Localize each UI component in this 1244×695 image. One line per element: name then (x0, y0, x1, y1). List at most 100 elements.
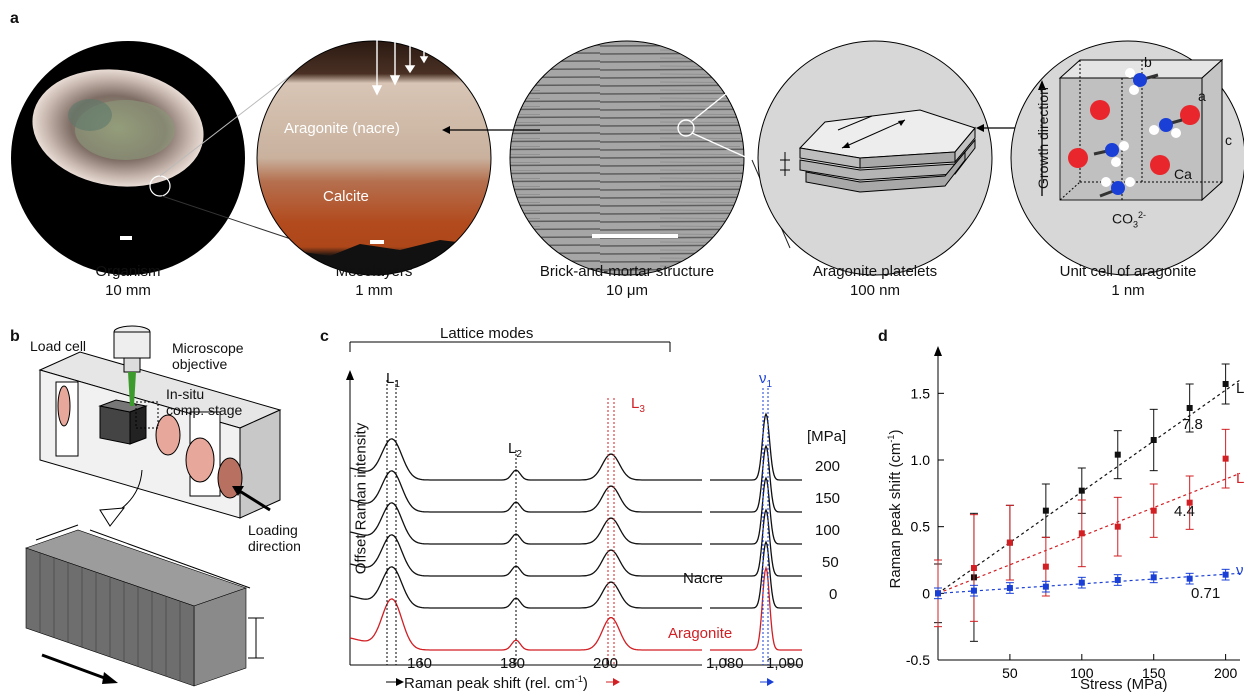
data-point-s0 (1222, 381, 1229, 387)
caption-brick-mortar: Brick-and-mortar structure 10 μm (539, 263, 715, 299)
spectrum-nacre-0 (349, 438, 702, 481)
unit-label-c: c (1225, 132, 1232, 148)
unit-label-co3: CO32- (1112, 210, 1147, 230)
fit-line-0 (937, 379, 1241, 594)
tick-1080: 1,080 (706, 655, 744, 672)
panel-letter-b: b (10, 328, 20, 345)
data-point-s1 (1150, 507, 1157, 514)
data-point-s2 (1114, 577, 1121, 583)
slope-label-2: 0.71 (1191, 585, 1221, 602)
data-point-s2 (1186, 575, 1193, 582)
y-tick-label: 1.0 (911, 452, 931, 468)
slope-label-0: 7.8 (1182, 416, 1203, 433)
data-point-s2 (1006, 585, 1013, 591)
data-point-s1 (1222, 455, 1229, 462)
tick-200: 200 (593, 655, 619, 672)
data-point-s1 (1078, 530, 1085, 537)
stress-label-50: 50 (822, 554, 839, 571)
aragonite-nacre-label: Aragonite (nacre) (284, 120, 400, 137)
slope-label-1: 4.4 (1174, 503, 1195, 520)
y-tick-label: 0.5 (911, 519, 931, 535)
stress-label-0: 0 (829, 586, 838, 603)
peak-label-l2: L2 (508, 440, 522, 460)
series-label-1: L (1236, 470, 1244, 487)
panel-c-ylabel: Offset Raman intensity (352, 422, 370, 575)
data-point-s1 (1006, 539, 1013, 546)
stress-label-200: 200 (815, 458, 841, 475)
x-tick-label: 50 (1002, 665, 1018, 681)
series-label-0: L (1236, 380, 1244, 397)
data-point-s0 (1042, 507, 1049, 514)
data-point-s1 (1114, 523, 1121, 530)
tick-180: 180 (500, 655, 526, 672)
panel-c-spectra (346, 341, 802, 686)
panel-letter-c: c (320, 328, 329, 345)
tick-1090: 1,090 (766, 655, 804, 672)
microscope-objective-label: Microscope objective (172, 340, 244, 372)
caption-unit-cell: Unit cell of aragonite 1 nm (1059, 263, 1197, 299)
x-tick-label: 150 (1142, 665, 1166, 681)
panel-d-chart: 50 100 150 200 -0.5 0 0.5 1.0 1.5 (906, 346, 1241, 681)
data-point-s0 (1150, 437, 1157, 443)
unit-mpa-label: [MPa] (807, 428, 847, 445)
spectrum-nu1-nacre-3 (710, 508, 802, 577)
stress-label-150: 150 (815, 490, 841, 507)
lattice-modes-label: Lattice modes (440, 325, 534, 342)
load-cell-label: Load cell (30, 338, 87, 354)
spectrum-nacre-3 (349, 534, 702, 577)
x-tick-label: 100 (1070, 665, 1094, 681)
panel-letter-d: d (878, 328, 888, 345)
spectrum-nu1-nacre-2 (710, 476, 802, 545)
data-point-s2 (1042, 583, 1049, 590)
nacre-label: Nacre (683, 570, 724, 587)
peak-label-l1: L1 (386, 370, 400, 390)
growth-lines-label: Growth lines (298, 4, 376, 20)
panel-letter-a: a (10, 10, 19, 27)
data-point-s0 (1186, 405, 1193, 411)
data-point-s0 (1078, 487, 1085, 494)
tick-160: 160 (407, 655, 433, 672)
aragonite-label: Aragonite (668, 625, 733, 642)
x-tick-label: 200 (1214, 665, 1238, 681)
loading-direction-label: Loading direction (248, 522, 301, 554)
calcite-label: Calcite (323, 188, 369, 205)
caption-platelets: Aragonite platelets 100 nm (812, 263, 938, 299)
panel-a-figure (11, 30, 1244, 276)
spectrum-nacre-4 (349, 566, 702, 609)
spectrum-nacre-2 (349, 502, 702, 545)
data-point-s1 (970, 565, 977, 571)
spectrum-aragonite (349, 598, 702, 651)
growth-direction-label: Growth direction (1035, 87, 1051, 189)
spectrum-nacre-1 (349, 470, 702, 513)
unit-label-ca: Ca (1174, 166, 1192, 182)
data-point-s1 (1042, 563, 1049, 570)
y-axis-arrow (934, 346, 942, 356)
data-point-s1 (1186, 499, 1193, 506)
data-point-s0 (1114, 451, 1121, 458)
insitu-stage-label: In-situ comp. stage (166, 386, 243, 418)
series-label-2: ν (1236, 562, 1244, 579)
y-tick-label: -0.5 (906, 652, 930, 668)
unit-label-a: a (1198, 88, 1206, 104)
spectrum-nu1-nacre-0 (710, 412, 802, 481)
unit-label-b: b (1144, 54, 1152, 70)
y-tick-label: 0 (922, 585, 930, 601)
spectrum-nu1-nacre-4 (710, 540, 802, 609)
data-point-s2 (1222, 571, 1229, 578)
data-point-s2 (1078, 579, 1085, 586)
panel-d-ylabel: Raman peak shift (cm-1) (886, 429, 904, 589)
spectrum-nu1-nacre-1 (710, 444, 802, 513)
data-point-s2 (935, 590, 941, 597)
data-point-s2 (970, 587, 977, 594)
stress-label-100: 100 (815, 522, 841, 539)
peak-label-nu1: ν1 (759, 370, 773, 390)
panel-b-figure (25, 325, 282, 687)
panel-d-xlabel: Stress (MPa) (1080, 676, 1168, 693)
spectrum-nu1-aragonite (710, 565, 802, 651)
caption-mesolayers: Mesolayers 1 mm (335, 263, 413, 299)
peak-label-l3: L3 (631, 395, 645, 415)
panel-c-xlabel: Raman peak shift (rel. cm-1) (404, 674, 588, 692)
fit-line-1 (937, 472, 1241, 594)
data-point-s2 (1150, 574, 1157, 581)
caption-organism: Organism 10 mm (95, 263, 161, 299)
